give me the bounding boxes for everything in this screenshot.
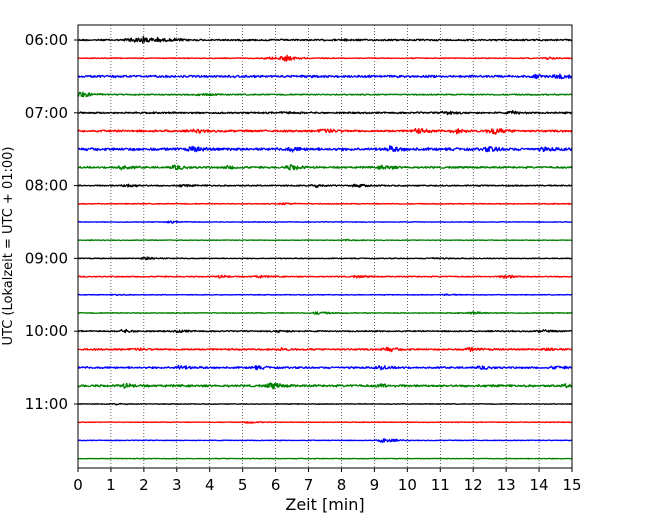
x-tick-label: 1 [106,476,116,494]
x-tick-label: 15 [562,476,581,494]
trace-0830 [77,220,573,224]
trace-0700 [77,109,573,116]
trace-0900 [77,256,573,261]
seismic-traces [77,35,573,460]
trace-0800 [77,183,573,189]
y-tick-label: 09:00 [25,249,68,267]
trace-1015 [77,346,573,353]
y-tick-label: 06:00 [25,31,68,49]
trace-0630 [77,73,573,80]
trace-0715 [77,127,573,135]
x-axis-ticks: 0 1 2 3 4 5 6 7 8 9 10 11 12 13 14 15 [73,468,582,494]
trace-0815 [77,202,573,206]
y-tick-label: 07:00 [25,104,68,122]
x-tick-label: 7 [304,476,314,494]
trace-0730 [77,145,573,153]
trace-0915 [77,274,573,279]
x-axis-label: Zeit [min] [285,495,364,514]
trace-1130 [77,438,573,443]
x-tick-label: 5 [238,476,248,494]
y-axis-label: UTC (Lokalzeit = UTC + 01:00) [1,147,16,346]
trace-1115 [77,421,573,424]
y-axis-ticks: 06:00 07:00 08:00 09:00 10:00 11:00 [25,31,78,413]
x-tick-label: 0 [73,476,83,494]
x-tick-label: 2 [139,476,149,494]
trace-1100 [77,402,573,406]
trace-0600 [77,35,573,44]
x-tick-label: 8 [337,476,347,494]
x-tick-label: 4 [205,476,215,494]
x-tick-label: 14 [530,476,549,494]
y-tick-label: 10:00 [25,322,68,340]
x-tick-label: 11 [431,476,450,494]
grid-lines [110,25,540,468]
trace-0745 [77,164,573,171]
trace-1045 [77,382,573,390]
plot-frame [77,24,573,469]
x-tick-label: 3 [172,476,182,494]
trace-1030 [77,364,573,371]
trace-1000 [77,328,573,334]
x-tick-label: 6 [271,476,281,494]
y-tick-label: 08:00 [25,177,68,195]
y-tick-label: 11:00 [25,395,68,413]
trace-0645 [77,91,573,98]
x-tick-label: 13 [497,476,516,494]
trace-0615 [77,54,573,62]
trace-0930 [77,293,573,297]
x-tick-label: 12 [464,476,483,494]
trace-0945 [77,311,573,315]
trace-0845 [77,238,573,242]
x-tick-label: 10 [398,476,417,494]
trace-1145 [77,457,573,460]
x-tick-label: 9 [370,476,380,494]
